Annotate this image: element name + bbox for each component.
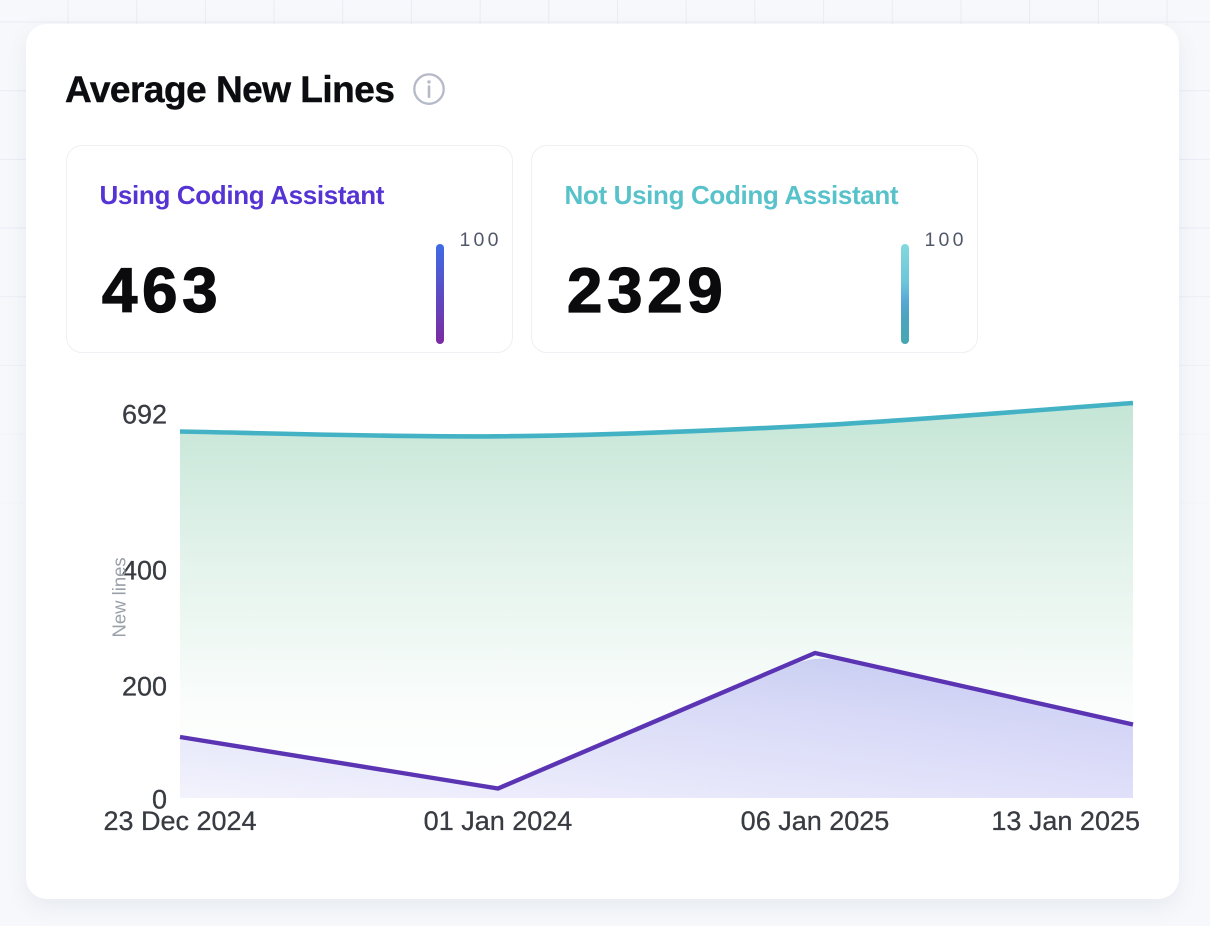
svg-text:400: 400	[122, 555, 167, 585]
svg-text:200: 200	[122, 672, 167, 702]
svg-text:13 Jan 2025: 13 Jan 2025	[991, 806, 1140, 836]
svg-text:01 Jan 2024: 01 Jan 2024	[424, 806, 573, 836]
svg-text:0: 0	[152, 785, 167, 815]
svg-text:New lines: New lines	[109, 557, 130, 637]
svg-text:692: 692	[122, 399, 167, 429]
svg-text:23 Dec 2024: 23 Dec 2024	[103, 806, 256, 836]
svg-text:06 Jan 2025: 06 Jan 2025	[741, 806, 890, 836]
